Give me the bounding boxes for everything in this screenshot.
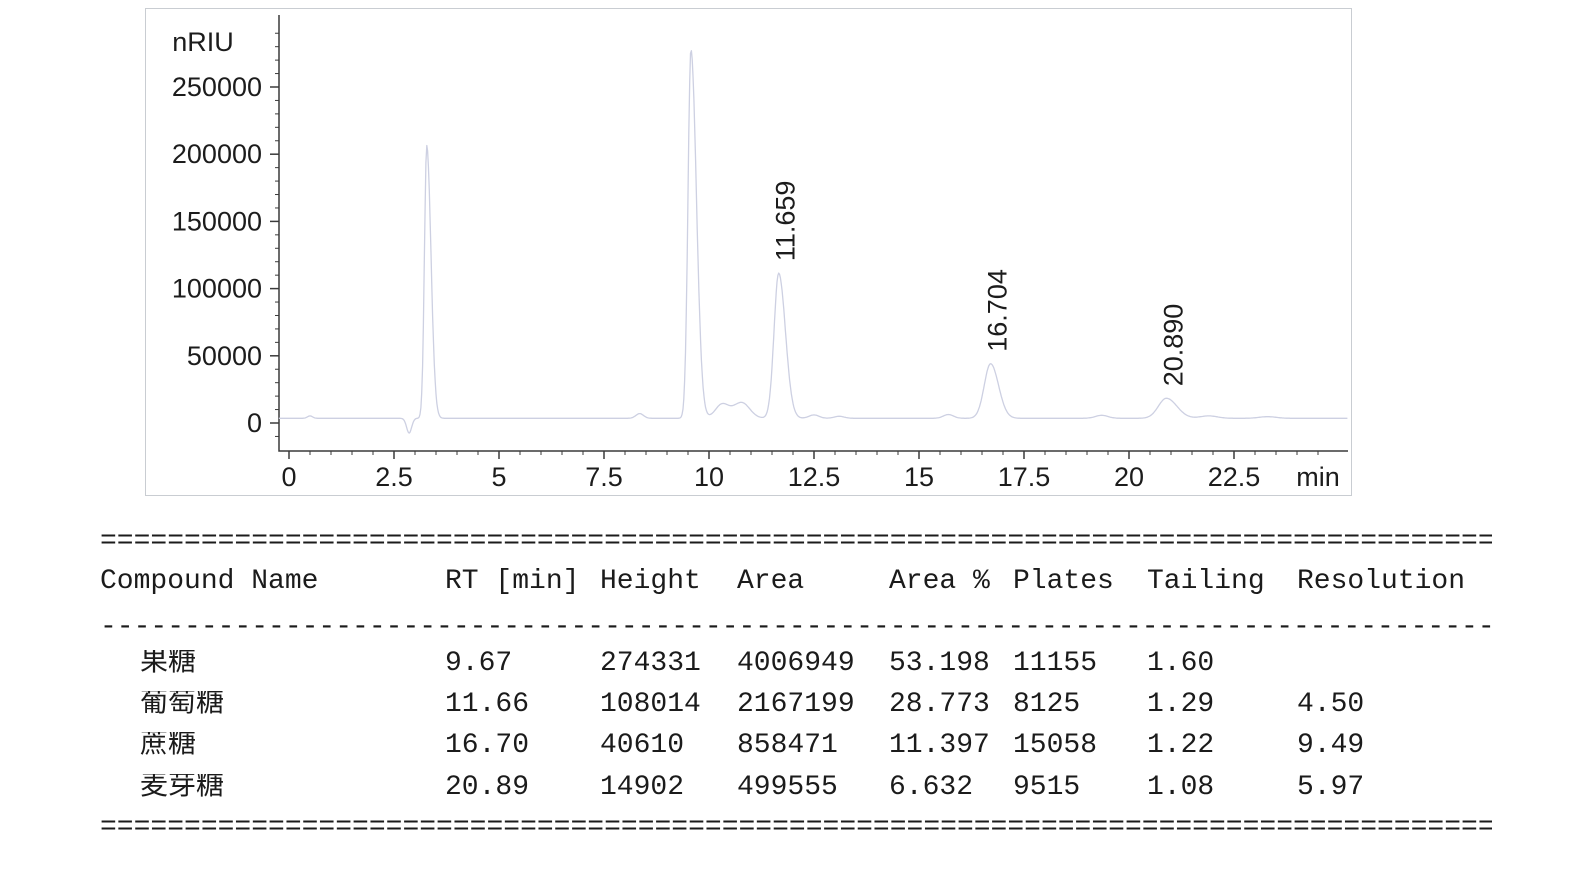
y-tick-label: 150000: [172, 206, 262, 236]
x-tick-label: 20: [1114, 462, 1144, 492]
table-header-cell: Height: [600, 568, 701, 597]
chromatogram-chart: 0 50000 100000 150000 200000 250000 0 2.5 5 7.5 10…: [172, 15, 1348, 492]
table-row: 葡萄糖 11.66 108014 2167199 28.773 8125 1.29 4.50: [100, 691, 1492, 721]
x-tick-label: 0: [281, 462, 296, 492]
table-header-cell: Area %: [889, 568, 990, 597]
table-cell: 6.632: [889, 774, 974, 803]
results-table: ========================================…: [100, 0, 1492, 872]
table-cell: 53.198: [889, 650, 990, 679]
table-cell: 11.66: [445, 691, 530, 720]
x-tick-label: 22.5: [1208, 462, 1261, 492]
table-row: 蔗糖 16.70 40610 858471 11.397 15058 1.22 9.49: [100, 732, 1492, 762]
peak-rt-label: 20.890: [1158, 304, 1188, 387]
table-cell: 2167199: [737, 691, 855, 720]
table-cell: 4.50: [1297, 691, 1365, 720]
table-cell: 108014: [600, 691, 701, 720]
table-cell: 11.397: [889, 732, 990, 761]
peak-rt-label: 16.704: [983, 269, 1013, 352]
table-cell: 14902: [600, 774, 685, 803]
table-cell: 4006949: [737, 650, 855, 679]
table-cell: 40610: [600, 732, 685, 761]
table-cell: 28.773: [889, 691, 990, 720]
table-cell: 5.97: [1297, 774, 1365, 803]
table-cell: 499555: [737, 774, 838, 803]
table-cell: 1.08: [1147, 774, 1215, 803]
table-cell: 11155: [1013, 650, 1098, 679]
x-tick-label: 15: [904, 462, 934, 492]
table-cell: 8125: [1013, 691, 1081, 720]
table-header-cell: Resolution: [1297, 568, 1466, 597]
x-tick-label: 12.5: [788, 462, 841, 492]
table-cell: 1.60: [1147, 650, 1215, 679]
y-tick-label: 100000: [172, 274, 262, 304]
compound-name-cell: 麦芽糖: [140, 774, 225, 803]
compound-name-cell: 蔗糖: [140, 732, 197, 761]
table-cell: 1.22: [1147, 732, 1215, 761]
table-cell: 9.49: [1297, 732, 1365, 761]
x-tick-label: 2.5: [375, 462, 413, 492]
x-axis-unit-label: min: [1296, 462, 1340, 492]
table-cell: 9515: [1013, 774, 1081, 803]
table-row: 麦芽糖 20.89 14902 499555 6.632 9515 1.08 5.97: [100, 774, 1492, 804]
table-header-cell: Tailing: [1147, 568, 1265, 597]
x-tick-label: 17.5: [998, 462, 1051, 492]
table-top-border: ========================================…: [100, 528, 1492, 557]
compound-name-cell: 果糖: [140, 650, 197, 679]
table-header-separator: ----------------------------------------…: [100, 614, 1492, 643]
table-header-cell: Plates: [1013, 568, 1114, 597]
table-cell: 20.89: [445, 774, 530, 803]
x-tick-label: 10: [694, 462, 724, 492]
table-row: 果糖 9.67 274331 4006949 53.198 11155 1.60: [100, 650, 1492, 680]
table-cell: 858471: [737, 732, 838, 761]
table-header-cell: Compound Name: [100, 568, 319, 597]
table-header-cell: RT [min]: [445, 568, 580, 597]
table-header-row: Compound Name RT [min] Height Area Area % Pla…: [100, 568, 1492, 598]
y-tick-label: 250000: [172, 72, 262, 102]
axes: [278, 15, 1348, 452]
y-tick-label: 0: [247, 408, 262, 438]
table-cell: 16.70: [445, 732, 530, 761]
chromatogram-panel: 0 50000 100000 150000 200000 250000 0 2.5 5 7.5 10…: [145, 8, 1352, 496]
table-cell: 1.29: [1147, 691, 1215, 720]
x-tick-label: 7.5: [585, 462, 623, 492]
x-tick-label: 5: [491, 462, 506, 492]
y-tick-label: 50000: [187, 341, 262, 371]
y-axis-unit-label: nRIU: [172, 27, 234, 57]
y-tick-label: 200000: [172, 139, 262, 169]
table-cell: 15058: [1013, 732, 1098, 761]
peak-rt-label: 11.659: [771, 181, 801, 262]
table-cell: 274331: [600, 650, 701, 679]
table-bottom-border: ========================================…: [100, 814, 1492, 843]
compound-name-cell: 葡萄糖: [140, 691, 225, 720]
table-header-cell: Area: [737, 568, 805, 597]
chromatogram-trace: [278, 50, 1348, 434]
table-cell: 9.67: [445, 650, 513, 679]
